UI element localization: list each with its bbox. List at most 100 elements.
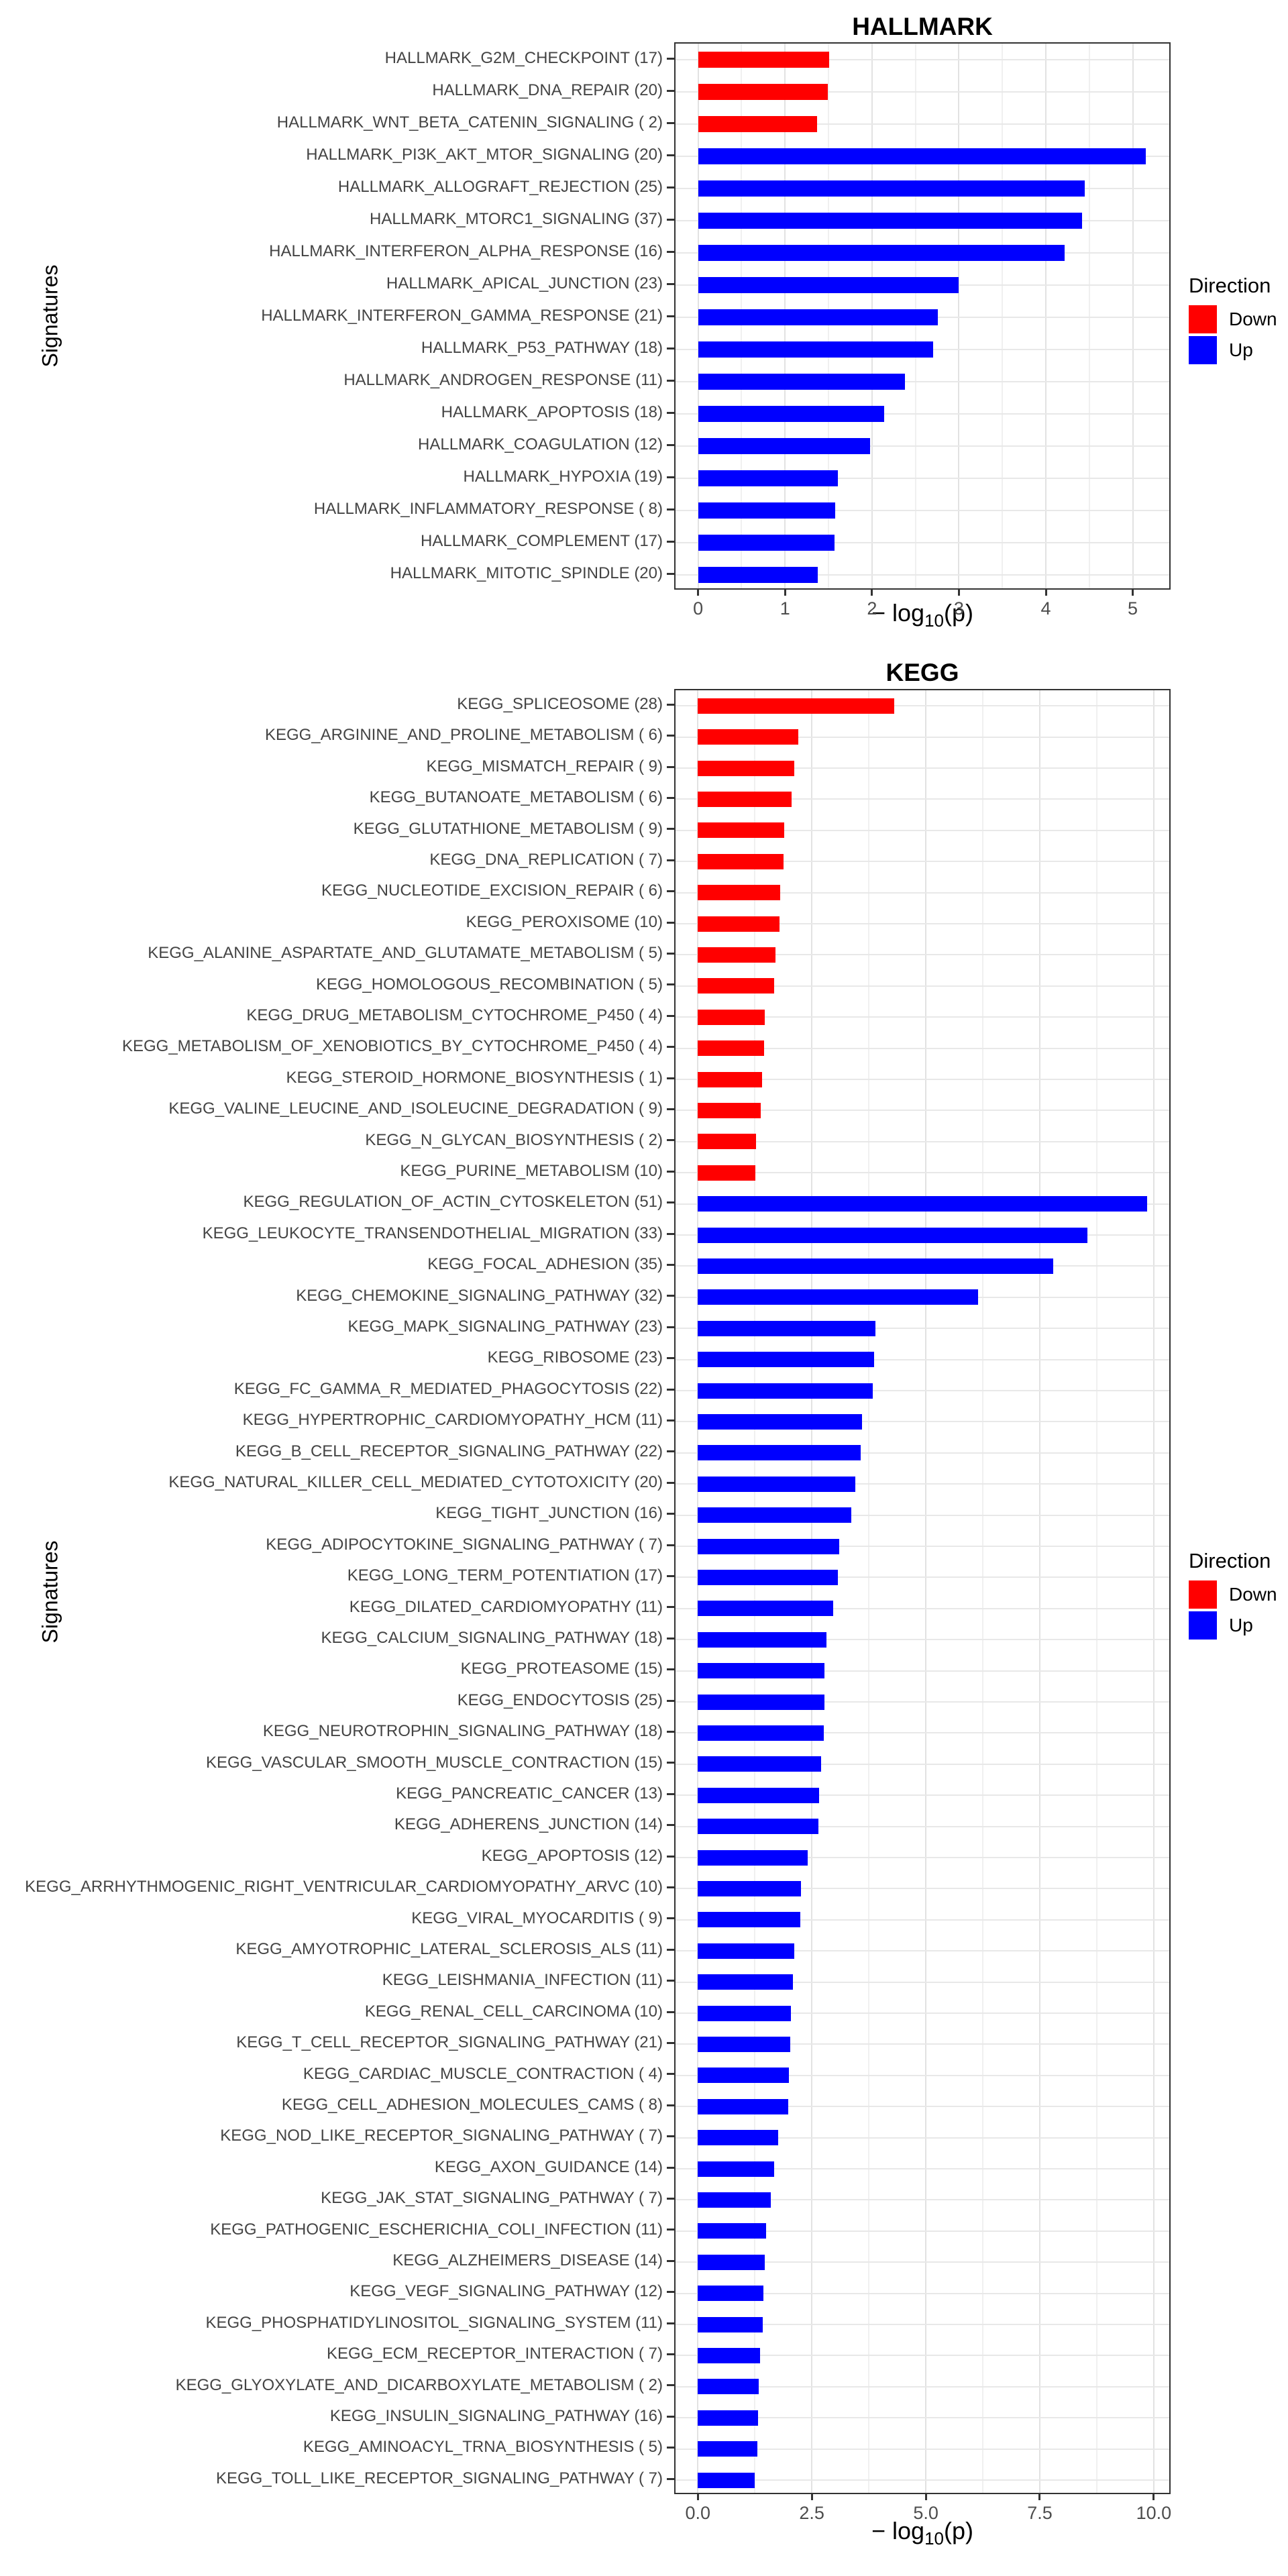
gridline-minor: [1088, 44, 1090, 588]
y-tick-mark: [667, 2073, 674, 2076]
bar-up: [698, 2472, 755, 2488]
y-tick-mark: [667, 315, 674, 317]
bar-up: [698, 2223, 767, 2239]
gridline-row: [676, 1701, 1169, 1703]
y-tick-mark: [667, 1544, 674, 1546]
bar-up: [698, 1912, 801, 1928]
gridline-row: [676, 574, 1169, 576]
gridline-row: [676, 59, 1169, 60]
gridline-major: [1038, 690, 1040, 2493]
gridline-row: [676, 1546, 1169, 1547]
gridline-row: [676, 1421, 1169, 1423]
gridline-row: [676, 1452, 1169, 1454]
gridline-row: [676, 542, 1169, 543]
bar-up: [698, 374, 906, 390]
y-tick-mark: [667, 1513, 674, 1515]
y-tick-mark: [667, 1762, 674, 1764]
category-label: HALLMARK_INTERFERON_ALPHA_RESPONSE (16): [269, 242, 663, 260]
legend-swatch-down-icon: [1189, 1580, 1217, 1609]
gridline-row: [676, 1576, 1169, 1578]
y-tick-mark: [667, 1481, 674, 1484]
bar-down: [698, 84, 828, 100]
y-tick-mark: [667, 765, 674, 768]
y-tick-mark: [667, 1668, 674, 1671]
gridline-row: [676, 705, 1169, 707]
gridline-minor: [868, 690, 870, 2493]
y-tick-mark: [667, 2166, 674, 2169]
bar-up: [698, 148, 1146, 164]
category-label: KEGG_DILATED_CARDIOMYOPATHY (11): [349, 1597, 663, 1616]
bar-up: [698, 2379, 759, 2395]
category-label: HALLMARK_P53_PATHWAY (18): [421, 339, 663, 357]
y-tick-mark: [667, 1263, 674, 1266]
bar-up: [698, 502, 836, 519]
gridline-row: [676, 1358, 1169, 1360]
bar-up: [698, 2347, 760, 2363]
category-label: KEGG_PEROXISOME (10): [466, 912, 663, 931]
bar-up: [698, 2286, 764, 2302]
bar-up: [698, 1819, 818, 1835]
y-tick-mark: [667, 1419, 674, 1421]
y-tick-mark: [667, 379, 674, 382]
category-label: KEGG_LEISHMANIA_INFECTION (11): [382, 1971, 663, 1990]
bar-up: [698, 1601, 834, 1617]
x-axis-title-prefix: − log: [871, 2516, 925, 2544]
gridline-row: [676, 923, 1169, 924]
category-label: KEGG_GLUTATHIONE_METABOLISM ( 9): [353, 819, 663, 838]
legend-title: Direction: [1189, 1549, 1271, 1572]
category-label: HALLMARK_COAGULATION (12): [418, 435, 663, 453]
x-tick-mark: [957, 590, 960, 596]
bar-up: [698, 1631, 826, 1648]
x-tick-label: 2: [867, 598, 877, 619]
gridline-minor: [982, 690, 984, 2493]
x-axis-title-suffix: (p): [944, 2516, 973, 2544]
category-label: KEGG_ALANINE_ASPARTATE_AND_GLUTAMATE_MET…: [148, 944, 663, 963]
bar-up: [698, 1227, 1088, 1243]
gridline-row: [676, 2385, 1169, 2387]
category-label: KEGG_PANCREATIC_CANCER (13): [396, 1784, 663, 1803]
legend-swatch-up-icon: [1189, 1611, 1217, 1640]
legend-label-down: Down: [1229, 1584, 1277, 1605]
y-tick-mark: [667, 1388, 674, 1391]
gridline-row: [676, 2074, 1169, 2076]
bar-down: [698, 1040, 764, 1057]
gridline-row: [676, 1483, 1169, 1485]
x-tick-mark: [1044, 590, 1047, 596]
y-tick-mark: [667, 2415, 674, 2418]
y-tick-mark: [667, 508, 674, 511]
bar-down: [698, 947, 776, 963]
legend-label-up: Up: [1229, 1615, 1253, 1635]
x-axis-title-suffix: (p): [944, 598, 973, 627]
bar-down: [698, 822, 785, 839]
category-label: KEGG_TIGHT_JUNCTION (16): [435, 1504, 663, 1523]
category-label: KEGG_ADHERENS_JUNCTION (14): [394, 1815, 663, 1834]
bar-up: [698, 2254, 765, 2270]
chart-title: KEGG: [885, 659, 959, 686]
bar-down: [698, 116, 818, 132]
gridline-row: [676, 478, 1169, 479]
legend-item-down: Down: [1189, 305, 1277, 333]
category-label: KEGG_PHOSPHATIDYLINOSITOL_SIGNALING_SYST…: [205, 2313, 663, 2332]
category-label: KEGG_HOMOLOGOUS_RECOMBINATION ( 5): [316, 975, 663, 994]
category-label: KEGG_ARGININE_AND_PROLINE_METABOLISM ( 6…: [264, 726, 663, 745]
category-label: KEGG_DRUG_METABOLISM_CYTOCHROME_P450 ( 4…: [246, 1006, 663, 1024]
category-label: KEGG_FOCAL_ADHESION (35): [427, 1255, 663, 1274]
legend-title: Direction: [1189, 274, 1271, 297]
gridline-row: [676, 1919, 1169, 1921]
y-tick-mark: [667, 1730, 674, 1733]
y-tick-mark: [667, 2322, 674, 2324]
legend-item-down: Down: [1189, 1580, 1277, 1609]
y-tick-mark: [667, 2010, 674, 2013]
y-tick-mark: [667, 2197, 674, 2200]
x-axis-title-subscript: 10: [924, 610, 944, 631]
bar-up: [698, 1352, 874, 1368]
category-label: KEGG_NUCLEOTIDE_EXCISION_REPAIR ( 6): [321, 881, 663, 900]
bar-up: [698, 2192, 771, 2208]
gridline-row: [676, 1110, 1169, 1112]
bar-up: [698, 567, 818, 583]
category-label: KEGG_STEROID_HORMONE_BIOSYNTHESIS ( 1): [286, 1068, 663, 1087]
gridline-row: [676, 1079, 1169, 1080]
category-label: KEGG_MISMATCH_REPAIR ( 9): [426, 757, 663, 775]
category-label: HALLMARK_G2M_CHECKPOINT (17): [384, 49, 663, 67]
